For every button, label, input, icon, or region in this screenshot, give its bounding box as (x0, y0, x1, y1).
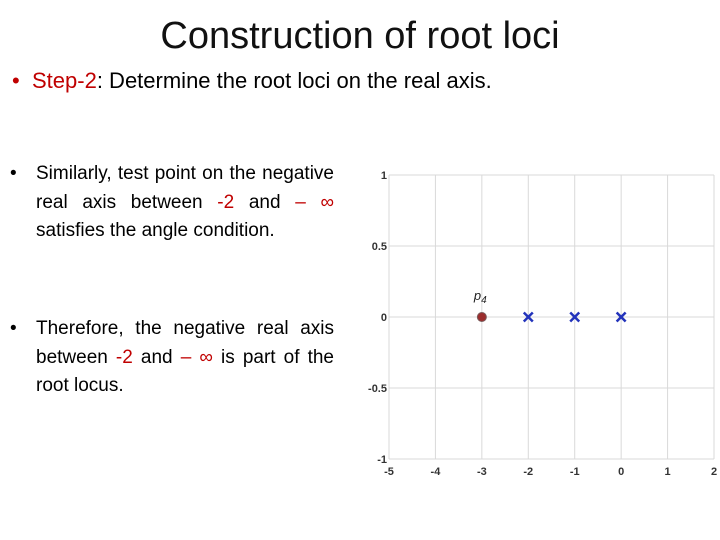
bullet-conclusion: • Therefore, the negative real axis betw… (10, 315, 334, 401)
slide-title: Construction of root loci (160, 15, 560, 57)
x-tick-label: -4 (431, 466, 442, 478)
bullet-text: Therefore, the negative real axis betwee… (36, 318, 334, 396)
test-point (476, 312, 487, 322)
y-tick-label: 0.5 (372, 241, 387, 253)
y-tick-label: 1 (381, 170, 387, 182)
root-locus-plot: -5 -4 -3 -2 -1 0 1 2 -1 -0.5 0 0.5 1 p4 (368, 170, 717, 478)
pole-marker (615, 311, 627, 323)
y-tick-label: 0 (381, 312, 387, 324)
x-tick-label: 0 (618, 466, 624, 478)
x-tick-label: 1 (665, 466, 671, 478)
pole-marker (569, 311, 581, 323)
bullet-icon: • (10, 318, 17, 339)
bullet-icon: • (10, 163, 17, 184)
bullet-angle-condition: • Similarly, test point on the negative … (10, 160, 334, 246)
y-tick-label: -0.5 (368, 383, 387, 395)
step-heading: • Step-2: Determine the root loci on the … (12, 66, 712, 96)
step-label: Step-2 (32, 68, 97, 93)
bullet-text: Similarly, test point on the negative re… (36, 163, 335, 241)
x-tick-label: -3 (477, 466, 487, 478)
bullet-icon: • (12, 68, 20, 93)
x-tick-label: -1 (570, 466, 580, 478)
x-tick-label: 2 (711, 466, 717, 478)
y-tick-label: -1 (377, 454, 387, 466)
test-point-label: p4 (473, 288, 487, 306)
pole-marker (522, 311, 534, 323)
step-text: : Determine the root loci on the real ax… (96, 68, 492, 93)
x-tick-label: -2 (523, 466, 533, 478)
x-tick-label: -5 (384, 466, 394, 478)
